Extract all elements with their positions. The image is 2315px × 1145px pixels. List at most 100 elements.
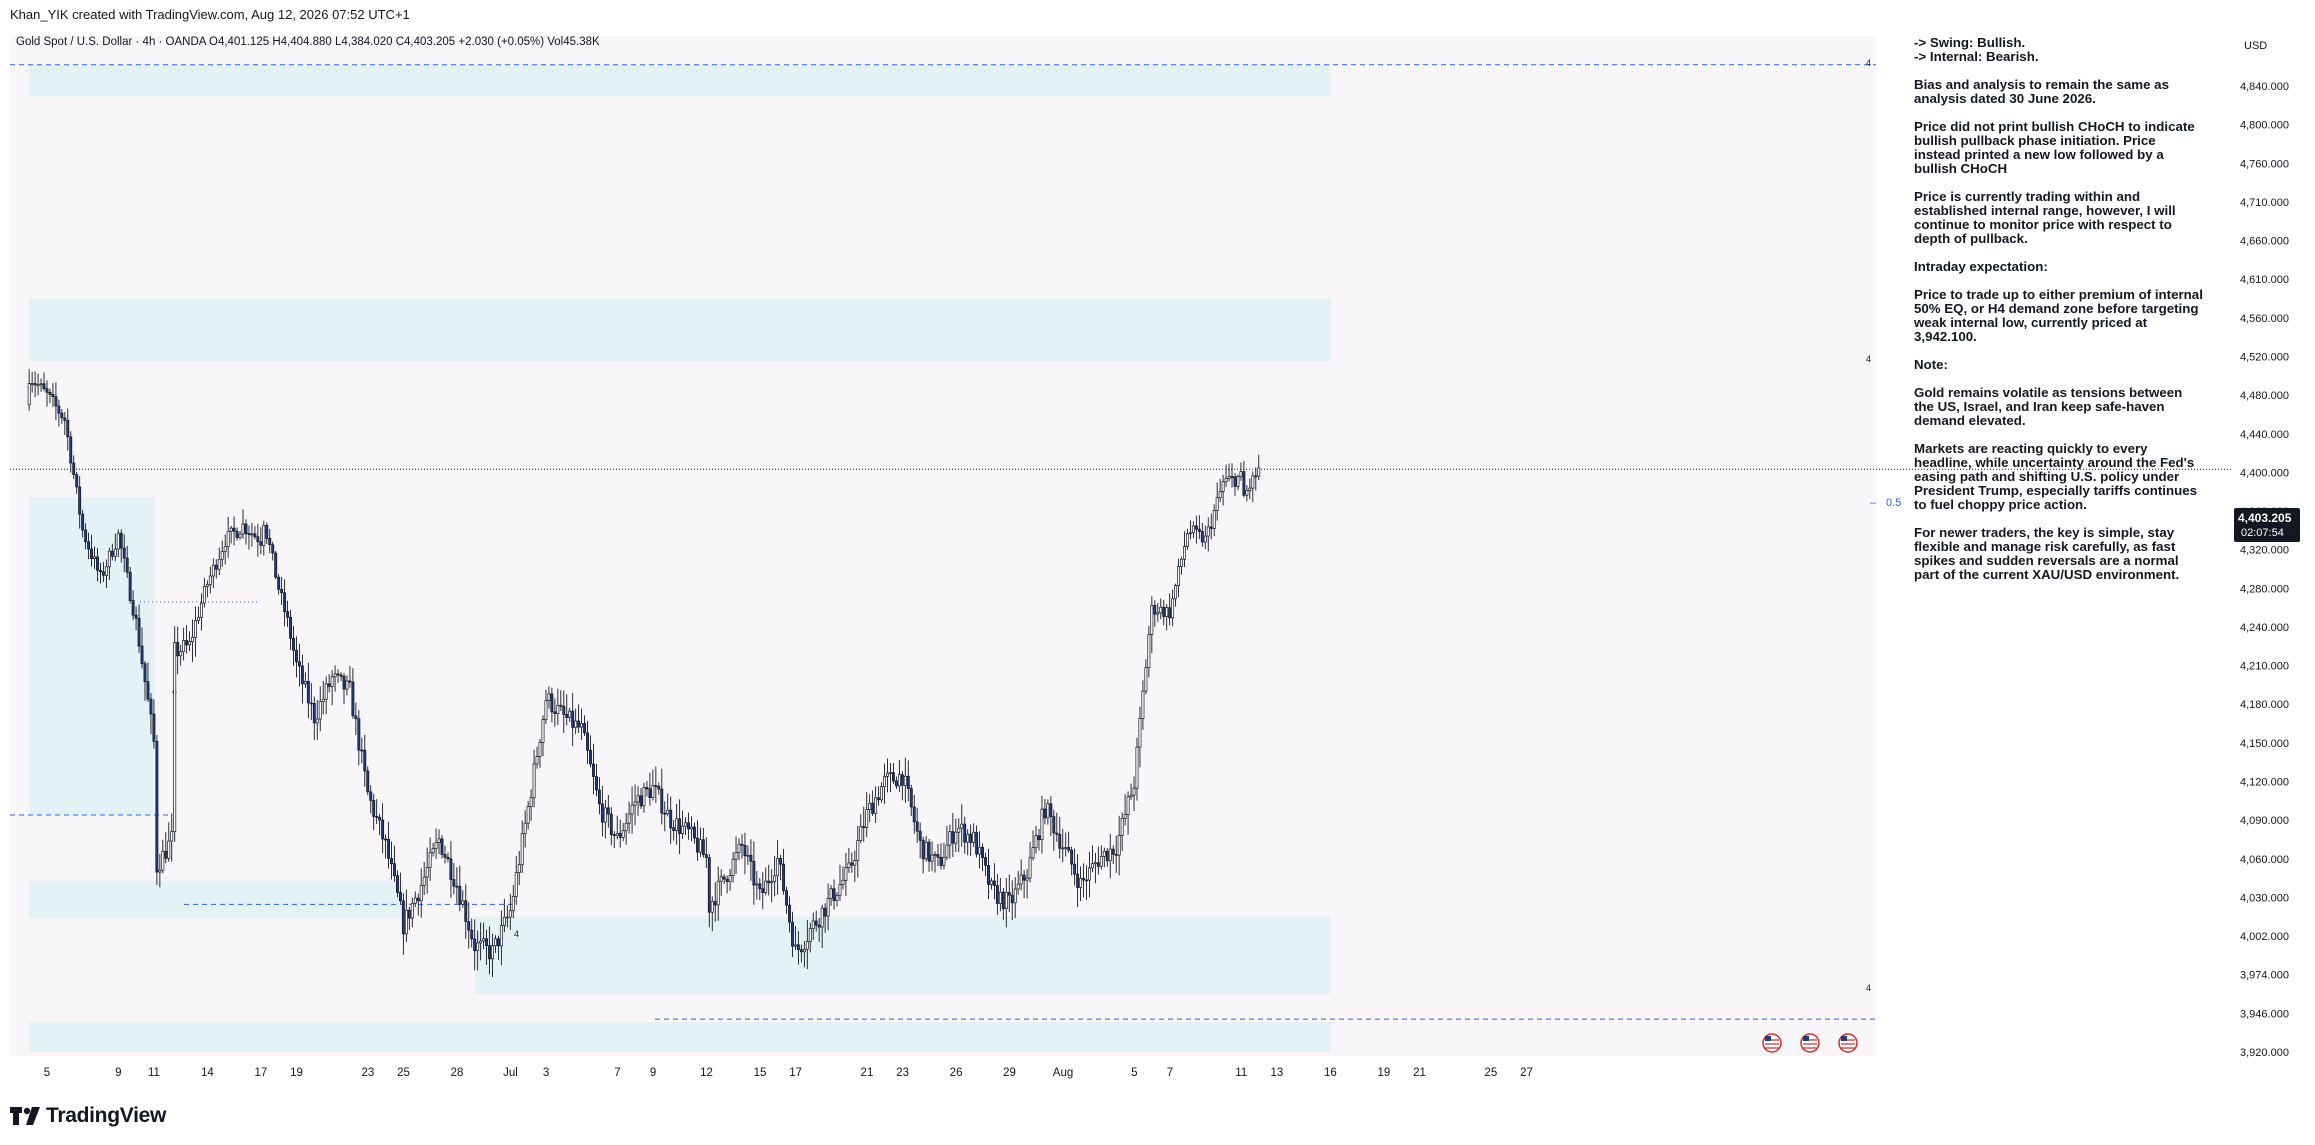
candle <box>758 878 762 901</box>
candle <box>1043 798 1047 825</box>
candle <box>663 801 667 832</box>
candle <box>428 837 432 881</box>
candle-body <box>1129 794 1133 798</box>
candle-body <box>791 921 794 947</box>
currency-label[interactable]: USD <box>2244 40 2267 52</box>
candle-body <box>1076 873 1080 888</box>
candle-body <box>1034 835 1038 849</box>
candle-body <box>939 856 943 866</box>
y-tick-label: 4,030.000 <box>2240 892 2289 904</box>
candle <box>722 874 726 884</box>
candle <box>541 715 545 757</box>
candle-body <box>140 645 144 665</box>
candle-body <box>42 383 46 390</box>
candle-body <box>494 938 497 946</box>
candle <box>1111 845 1115 865</box>
candle <box>110 543 114 561</box>
candle-body <box>146 681 150 700</box>
us-flag-icon[interactable] <box>1762 1033 1782 1053</box>
candle <box>375 799 379 825</box>
candle-body <box>832 888 836 901</box>
candle-body <box>229 527 233 532</box>
candle-body <box>603 807 607 823</box>
candle-body <box>933 854 937 856</box>
candle-body <box>930 854 934 862</box>
candle-body <box>984 857 987 866</box>
candle-body <box>78 486 82 515</box>
candle <box>1177 558 1181 598</box>
candle-body <box>823 907 827 917</box>
candle <box>1088 851 1091 898</box>
candle <box>960 804 964 847</box>
candle <box>1156 602 1160 622</box>
candle <box>208 566 212 594</box>
candle-body <box>396 875 399 893</box>
candle <box>514 856 518 905</box>
candle <box>1031 830 1035 861</box>
candle-body <box>868 802 872 810</box>
y-tick-label: 4,440.000 <box>2240 429 2289 441</box>
candle-body <box>693 826 696 839</box>
us-flag-icon[interactable] <box>1800 1033 1820 1053</box>
candle-body <box>384 838 388 841</box>
candle <box>407 906 411 930</box>
candle <box>1132 776 1136 812</box>
event-flags[interactable] <box>1762 1033 1858 1053</box>
candle <box>431 842 435 857</box>
candle-body <box>182 640 186 652</box>
candle <box>743 832 747 875</box>
candle-body <box>808 928 812 942</box>
candle <box>1138 706 1142 768</box>
candle <box>339 672 343 682</box>
candle <box>140 627 144 669</box>
candle <box>796 931 800 965</box>
candle <box>1227 463 1231 482</box>
candle <box>312 696 316 740</box>
candle <box>247 525 251 550</box>
candle-body <box>532 763 536 799</box>
candle-body <box>627 813 631 824</box>
candle <box>214 559 218 579</box>
candle <box>185 625 189 654</box>
y-tick-label: 4,520.000 <box>2240 351 2289 363</box>
candle <box>202 577 206 608</box>
candle-body <box>1168 607 1172 619</box>
candle <box>621 822 625 842</box>
candle-body <box>987 864 990 885</box>
candle <box>90 534 93 567</box>
candle-body <box>1013 888 1017 904</box>
candle <box>987 848 990 900</box>
y-tick-label: 4,760.000 <box>2240 158 2289 170</box>
y-tick-label: 3,946.000 <box>2240 1008 2289 1020</box>
candle-body <box>45 388 49 393</box>
candle-body <box>318 701 322 720</box>
candle <box>119 529 123 563</box>
candle-body <box>972 831 976 843</box>
candle <box>238 530 242 540</box>
candle <box>678 799 682 855</box>
candle <box>1061 828 1065 863</box>
candle <box>883 763 886 804</box>
candle <box>698 827 702 858</box>
candle <box>880 782 884 803</box>
candle <box>838 864 842 901</box>
candle <box>975 825 979 858</box>
equilibrium-value: 0.5 <box>1886 497 1901 509</box>
candle <box>452 863 456 895</box>
candle-body <box>110 550 114 557</box>
candle-body <box>660 788 664 814</box>
candle <box>695 820 699 861</box>
candle-body <box>428 852 432 868</box>
candle-body <box>158 869 162 873</box>
y-tick-label: 4,800.000 <box>2240 120 2289 132</box>
candle <box>1064 832 1068 857</box>
candle-body <box>710 901 714 913</box>
candle <box>865 792 869 838</box>
zone-demand <box>474 916 1331 995</box>
note-paragraph: Markets are reacting quickly to every he… <box>1914 441 2198 512</box>
candle <box>1096 846 1100 875</box>
us-flag-icon[interactable] <box>1838 1033 1858 1053</box>
candle <box>306 662 310 719</box>
candle <box>494 935 497 953</box>
